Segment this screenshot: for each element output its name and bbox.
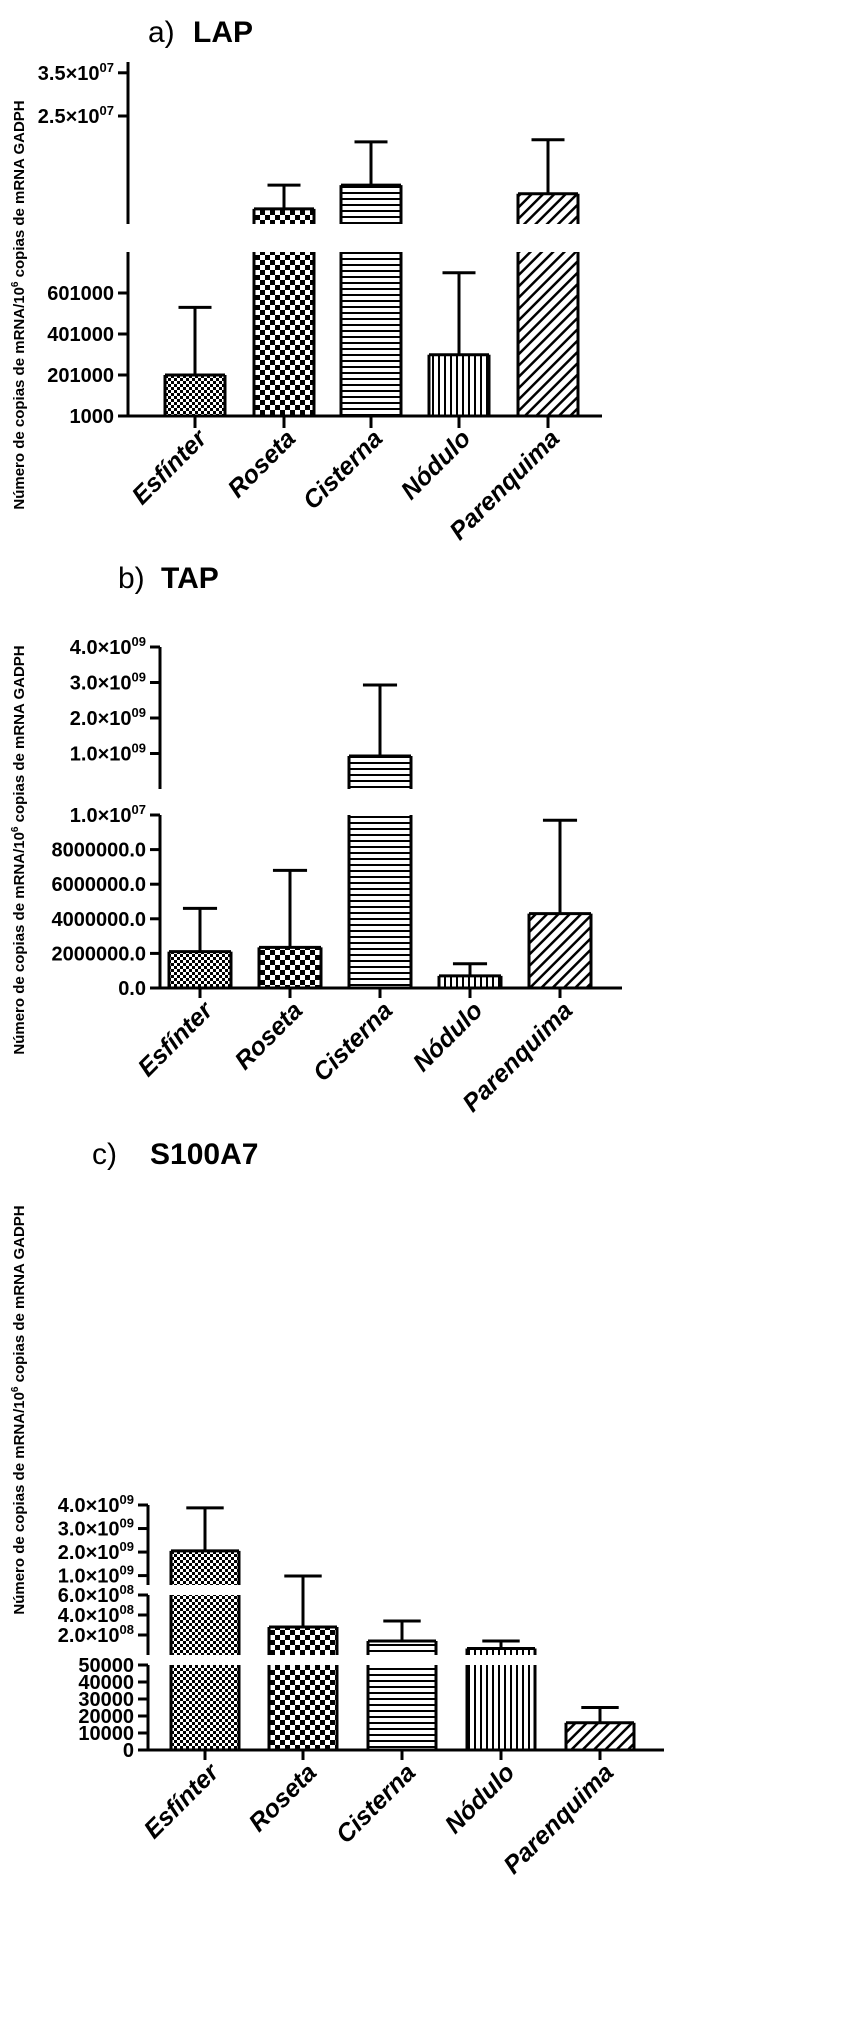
panel-c-ytick-label-0-1: 10000 [78,1723,134,1745]
panel-b-bar-nodulo [437,974,503,988]
panel-a-title-letter: a) [148,16,175,49]
panel-a-ytick-label-0-1: 201000 [47,365,114,387]
panel-a-bar-roseta [252,207,316,416]
panel-a-error-bar-roseta [267,183,301,209]
panel-b-ytick-label-1-2: 3.0×1009 [70,670,146,695]
panel-c-ytick-label-0-0: 0 [123,1740,134,1762]
panel-b-error-bar-nodulo [452,962,488,976]
panel-b-bar-roseta [257,945,323,988]
panel-c-y-axis-label: Número de copias de mRNA/106 copias de m… [10,1205,28,1614]
panel-a-category-1: Roseta [222,424,301,503]
panel-c-category-3: Nódulo [440,1758,521,1839]
panel-c-ytick-label-2-2: 3.0×1009 [58,1516,134,1541]
panel-c-ytick-label-1-0: 2.0×1008 [58,1622,134,1647]
panel-a-category-3: Nódulo [396,424,477,505]
panel-c-category-1: Roseta [243,1758,322,1837]
panel-a-bar-nodulo [427,353,491,416]
panel-c-bar-roseta [267,1625,339,1750]
panel-b-ytick-label-1-0: 1.0×1009 [70,741,146,766]
panel-a-category-0: Esfínter [127,424,214,511]
panel-c-bar-cisterna [366,1639,438,1750]
panel-a-title: LAP [193,16,253,49]
panel-c-ytick-label-0-4: 40000 [78,1672,134,1694]
panel-c-error-bar-esfinter [186,1506,224,1551]
panel-c-category-0: Esfínter [139,1758,226,1845]
panel-b-ytick-label-0-1: 2000000.0 [51,943,146,965]
panel-b-error-bar-cisterna [362,683,398,756]
panel-b-ytick-label-0-0: 0.0 [118,978,146,1000]
panel-c-ytick-label-2-1: 2.0×1009 [58,1539,134,1564]
panel-a-ytick-label-1-0: 2.5×1007 [38,103,114,128]
panel-b-ytick-label-1-1: 2.0×1009 [70,705,146,730]
panel-c-bars [169,1506,636,1750]
panel-a-bar-esfinter [163,373,227,416]
panel-b-error-bar-roseta [272,868,308,948]
panel-c-ytick-label-1-1: 4.0×1008 [58,1602,134,1627]
panel-b-category-1: Roseta [229,996,308,1075]
panel-b-error-bar-parenquima [542,818,578,914]
panel-a-ytick-label-1-1: 3.5×1007 [38,60,114,85]
panel-b-error-bar-esfinter [182,906,218,952]
panel-a-ytick-label-0-0: 1000 [70,406,115,428]
panel-c-title-letter: c) [92,1138,117,1171]
panel-b-category-0: Esfínter [133,996,220,1083]
panel-c-ytick-label-0-2: 20000 [78,1706,134,1728]
panel-b-bar-cisterna [347,754,413,988]
panel-c-axes [146,1505,664,1760]
panel-a-ytick-label-0-2: 401000 [47,324,114,346]
panel-a-error-bar-esfinter [178,305,212,375]
panel-c-error-bar-roseta [284,1574,322,1627]
panel-a: a) LAP Número de copias de mRNA/106 copi… [10,16,602,545]
panel-b-y-ticks: 0.0 2000000.0 4000000.0 6000000.0 8000000.0 1… [51,634,160,1000]
panel-b-axes [158,647,622,998]
panel-b-category-3: Nódulo [408,996,489,1077]
panel-c: c) S100A7 Número de copias de mRNA/106 c… [10,1138,664,1879]
panel-c-ytick-label-0-3: 30000 [78,1689,134,1711]
panel-b-ytick-label-1-3: 4.0×1009 [70,634,146,659]
panel-c-bar-parenquima [564,1721,636,1750]
panel-c-ytick-label-2-3: 4.0×1009 [58,1492,134,1517]
panel-c-error-bar-cisterna [383,1619,421,1641]
panel-c-ytick-label-2-0: 1.0×1009 [58,1563,134,1588]
panel-a-bar-cisterna [339,183,403,416]
panel-b-ytick-label-0-2: 4000000.0 [51,909,146,931]
panel-b-bar-esfinter [167,950,233,988]
panel-b: b) TAP Número de copias de mRNA/106 copi… [10,562,622,1117]
panel-a-y-axis-label: Número de copias de mRNA/106 copias de m… [10,100,28,509]
panel-b-y-axis-label: Número de copias de mRNA/106 copias de m… [10,645,28,1054]
panel-c-y-ticks: 010000200003000040000500002.0×10084.0×10… [58,1492,148,1762]
panel-a-error-bar-cisterna [354,140,388,186]
panel-b-ytick-label-0-5: 1.0×1007 [70,802,146,827]
panel-c-ytick-label-1-2: 6.0×1008 [58,1582,134,1607]
panel-b-title: TAP [161,562,219,595]
panel-b-category-2: Cisterna [308,996,399,1087]
panel-a-bar-parenquima [516,192,580,416]
panel-c-error-bar-parenquima [581,1706,619,1723]
panel-a-error-bar-parenquima [531,138,565,194]
panel-b-ytick-label-0-3: 6000000.0 [51,874,146,896]
panel-a-error-bar-nodulo [442,271,476,355]
panel-c-title: S100A7 [150,1138,258,1171]
panel-a-category-2: Cisterna [298,424,389,515]
panel-a-ytick-label-0-3: 601000 [47,283,114,305]
panel-b-title-letter: b) [118,562,145,595]
panel-a-axes [126,62,602,428]
panel-c-bar-nodulo [465,1647,537,1750]
panel-c-bar-esfinter [169,1549,241,1750]
panel-b-bar-parenquima [527,912,593,988]
panel-c-category-2: Cisterna [331,1758,422,1849]
panel-b-ytick-label-0-4: 8000000.0 [51,840,146,862]
panel-a-y-ticks: 1000 201000 401000 601000 2.5×1007 3.5×1007 [38,60,128,428]
panel-a-bars [163,138,580,416]
panel-c-ytick-label-0-5: 50000 [78,1655,134,1677]
panel-b-bars [167,683,593,988]
